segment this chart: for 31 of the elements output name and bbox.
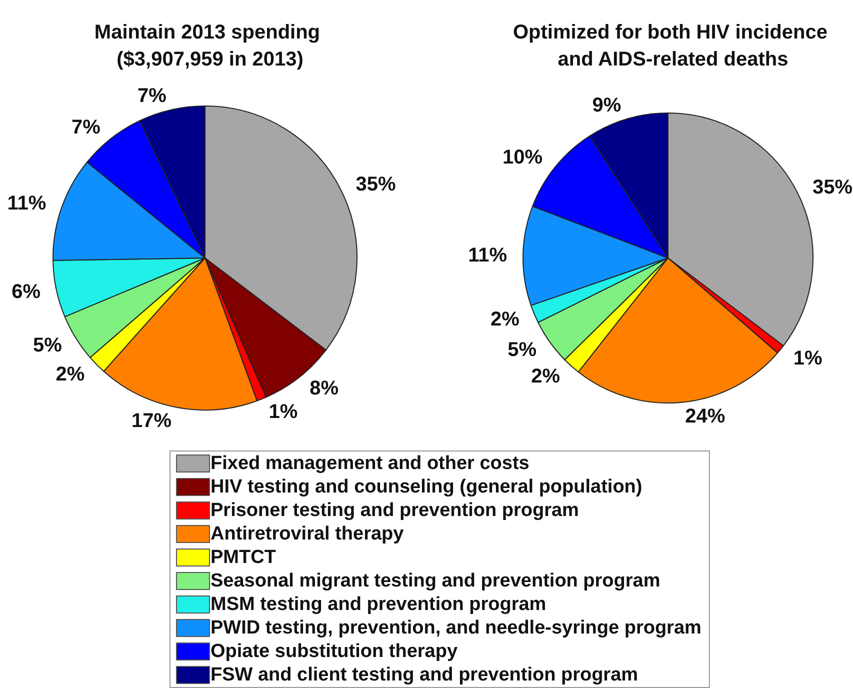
- data-label: 7%: [138, 85, 167, 108]
- legend-label: HIV testing and counseling (general population): [210, 476, 642, 498]
- legend-label: PWID testing, prevention, and needle-syringe program: [210, 618, 702, 638]
- legend-label: Opiate substitution therapy: [210, 641, 458, 662]
- legend-label: MSM testing and prevention program: [210, 594, 546, 615]
- data-label: 1%: [793, 347, 823, 370]
- data-label: 24%: [685, 405, 726, 428]
- legend-label: Fixed management and other costs: [210, 453, 530, 474]
- data-label: 35%: [812, 176, 853, 198]
- legend-label: Seasonal migrant testing and prevention program: [210, 570, 660, 592]
- legend-label: Antiretroviral therapy: [210, 524, 404, 544]
- data-label: 11%: [468, 244, 508, 266]
- data-label: 5%: [33, 334, 62, 357]
- data-label: 10%: [502, 146, 543, 169]
- data-label: 35%: [356, 173, 396, 196]
- data-label: 1%: [268, 401, 298, 424]
- legend-label: PMTCT: [210, 547, 276, 568]
- data-label: 2%: [531, 365, 560, 388]
- legend-label: FSW and client testing and prevention program: [210, 664, 638, 686]
- data-label: 8%: [310, 377, 339, 400]
- data-label: 11%: [7, 192, 46, 215]
- slice-label: Maintain 2013 spending ($3,907,959 in 2013): [94, 22, 326, 70]
- data-label: 9%: [592, 94, 622, 116]
- data-label: 17%: [132, 410, 172, 432]
- data-label: 5%: [508, 339, 537, 362]
- legend-label: Prisoner testing and prevention program: [210, 500, 579, 521]
- data-label: 6%: [12, 281, 41, 303]
- data-label: 2%: [56, 363, 85, 386]
- slice-label: Optimized for both HIV incidence and AIDS-related deaths: [512, 22, 834, 70]
- data-label: 7%: [71, 116, 101, 139]
- data-label: 2%: [490, 308, 520, 330]
